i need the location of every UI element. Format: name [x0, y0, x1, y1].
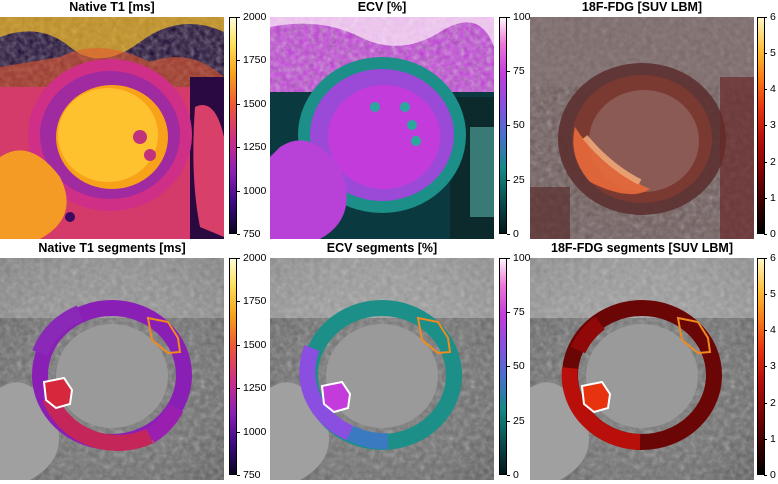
t1-colorbar — [229, 17, 237, 234]
fdg-image — [530, 17, 754, 239]
t1-segments-colorbar — [229, 258, 237, 475]
panel-fdg-segments: 18F-FDG segments [SUV LBM] — [530, 241, 754, 480]
ecv-segments-image — [270, 258, 494, 480]
tick-label: 0 — [507, 469, 519, 481]
ecv-colorbar — [499, 17, 507, 234]
tick-label: 2 — [764, 156, 776, 168]
tick-label: 1250 — [236, 382, 267, 394]
panel-title: 18F-FDG segments [SUV LBM] — [551, 241, 733, 255]
panel-title: Native T1 segments [ms] — [38, 241, 186, 255]
tick-label: 2 — [764, 397, 776, 409]
tick-label: 5 — [764, 288, 776, 300]
tick-label: 100 — [507, 252, 531, 264]
t1-segments-image — [0, 258, 224, 480]
tick-label: 75 — [507, 65, 525, 77]
tick-label: 25 — [507, 174, 525, 186]
panel-title: 18F-FDG [SUV LBM] — [581, 0, 703, 14]
tick-label: 1250 — [236, 141, 267, 153]
tick-label: 0 — [764, 469, 776, 481]
native-t1-image — [0, 17, 224, 239]
tick-label: 25 — [507, 415, 525, 427]
tick-label: 100 — [507, 11, 531, 23]
panel-ecv: ECV [%] — [270, 0, 494, 239]
panel-title: ECV [%] — [357, 0, 407, 14]
tick-label: 1500 — [236, 339, 267, 351]
tick-label: 50 — [507, 119, 525, 131]
fdg-segments-image — [530, 258, 754, 480]
tick-label: 1000 — [236, 426, 267, 438]
ecv-image — [270, 17, 494, 239]
tick-label: 75 — [507, 306, 525, 318]
tick-label: 1 — [764, 433, 776, 445]
tick-label: 750 — [237, 469, 261, 481]
tick-label: 0 — [764, 228, 776, 240]
tick-label: 1000 — [236, 185, 267, 197]
ecv-segments-colorbar — [499, 258, 507, 475]
tick-label: 3 — [764, 119, 776, 131]
tick-label: 0 — [507, 228, 519, 240]
panel-title: ECV segments [%] — [326, 241, 438, 255]
tick-label: 2000 — [236, 11, 267, 23]
tick-label: 1750 — [236, 54, 267, 66]
tick-label: 3 — [764, 360, 776, 372]
panel-native-t1: Native T1 [ms] — [0, 0, 224, 239]
tick-label: 50 — [507, 360, 525, 372]
panel-native-t1-segments: Native T1 segments [ms] — [0, 241, 224, 480]
panel-fdg: 18F-FDG [SUV LBM] — [530, 0, 754, 239]
tick-label: 2000 — [236, 252, 267, 264]
tick-label: 4 — [764, 324, 776, 336]
tick-label: 1 — [764, 192, 776, 204]
tick-label: 1500 — [236, 98, 267, 110]
tick-label: 1750 — [236, 295, 267, 307]
tick-label: 6 — [764, 252, 776, 264]
tick-label: 5 — [764, 47, 776, 59]
tick-label: 750 — [237, 228, 261, 240]
panel-ecv-segments: ECV segments [%] — [270, 241, 494, 480]
tick-label: 4 — [764, 83, 776, 95]
tick-label: 6 — [764, 11, 776, 23]
panel-title: Native T1 [ms] — [69, 0, 155, 14]
